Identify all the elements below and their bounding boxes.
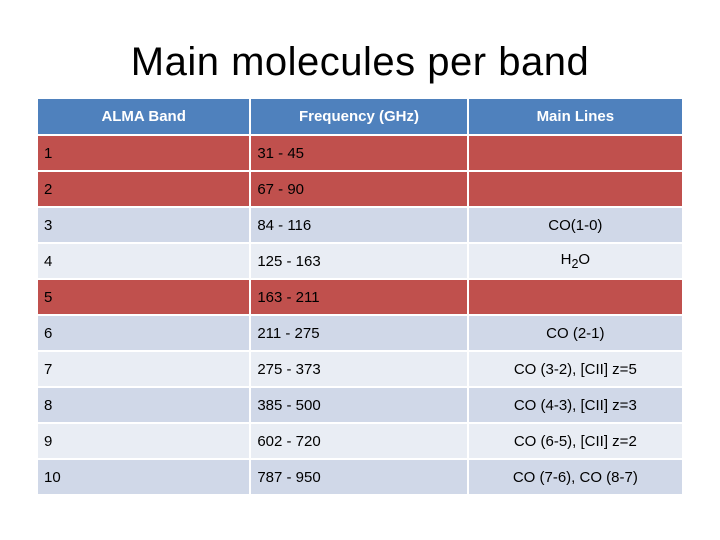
frequency-cell: 275 - 373 xyxy=(251,352,467,386)
table-row: 6 211 - 275 CO (2-1) xyxy=(38,316,682,350)
table-body: 1 31 - 45 2 67 - 90 3 84 - 116 CO(1-0) 4 125 - 1… xyxy=(38,136,682,494)
frequency-cell: 31 - 45 xyxy=(251,136,467,170)
table-row: 9 602 - 720 CO (6-5), [CII] z=2 xyxy=(38,424,682,458)
header-main-lines: Main Lines xyxy=(468,99,682,134)
band-cell: 6 xyxy=(38,316,250,350)
table-row: 5 163 - 211 xyxy=(38,280,682,314)
table-row: 7 275 - 373 CO (3-2), [CII] z=5 xyxy=(38,352,682,386)
band-cell: 10 xyxy=(38,460,250,494)
main-lines-cell: CO (7-6), CO (8-7) xyxy=(468,460,682,494)
slide-title: Main molecules per band xyxy=(130,40,590,84)
frequency-cell: 602 - 720 xyxy=(251,424,467,458)
table-header-row: ALMA Band Frequency (GHz) Main Lines xyxy=(38,99,682,134)
band-cell: 9 xyxy=(38,424,250,458)
band-cell: 4 xyxy=(38,244,250,278)
main-lines-cell: CO(1-0) xyxy=(468,208,682,242)
band-cell: 2 xyxy=(38,172,250,206)
frequency-cell: 211 - 275 xyxy=(251,316,467,350)
frequency-cell: 84 - 116 xyxy=(251,208,467,242)
main-lines-cell: CO (2-1) xyxy=(468,316,682,350)
frequency-cell: 67 - 90 xyxy=(251,172,467,206)
table-row: 10 787 - 950 CO (7-6), CO (8-7) xyxy=(38,460,682,494)
band-cell: 1 xyxy=(38,136,250,170)
frequency-cell: 385 - 500 xyxy=(251,388,467,422)
band-cell: 3 xyxy=(38,208,250,242)
main-lines-cell xyxy=(468,280,682,314)
main-lines-cell xyxy=(468,172,682,206)
table-row: 2 67 - 90 xyxy=(38,172,682,206)
header-frequency: Frequency (GHz) xyxy=(251,99,467,134)
main-lines-cell: H2O xyxy=(468,244,682,278)
frequency-cell: 163 - 211 xyxy=(251,280,467,314)
header-alma-band: ALMA Band xyxy=(38,99,250,134)
band-cell: 7 xyxy=(38,352,250,386)
frequency-cell: 125 - 163 xyxy=(251,244,467,278)
table-row: 1 31 - 45 xyxy=(38,136,682,170)
table-row: 3 84 - 116 CO(1-0) xyxy=(38,208,682,242)
table-row: 4 125 - 163 H2O xyxy=(38,244,682,278)
table-row: 8 385 - 500 CO (4-3), [CII] z=3 xyxy=(38,388,682,422)
main-lines-cell xyxy=(468,136,682,170)
frequency-cell: 787 - 950 xyxy=(251,460,467,494)
main-lines-cell: CO (6-5), [CII] z=2 xyxy=(468,424,682,458)
band-cell: 5 xyxy=(38,280,250,314)
main-lines-cell: CO (3-2), [CII] z=5 xyxy=(468,352,682,386)
band-cell: 8 xyxy=(38,388,250,422)
main-lines-cell: CO (4-3), [CII] z=3 xyxy=(468,388,682,422)
alma-bands-table: ALMA Band Frequency (GHz) Main Lines 1 31… xyxy=(36,97,684,496)
